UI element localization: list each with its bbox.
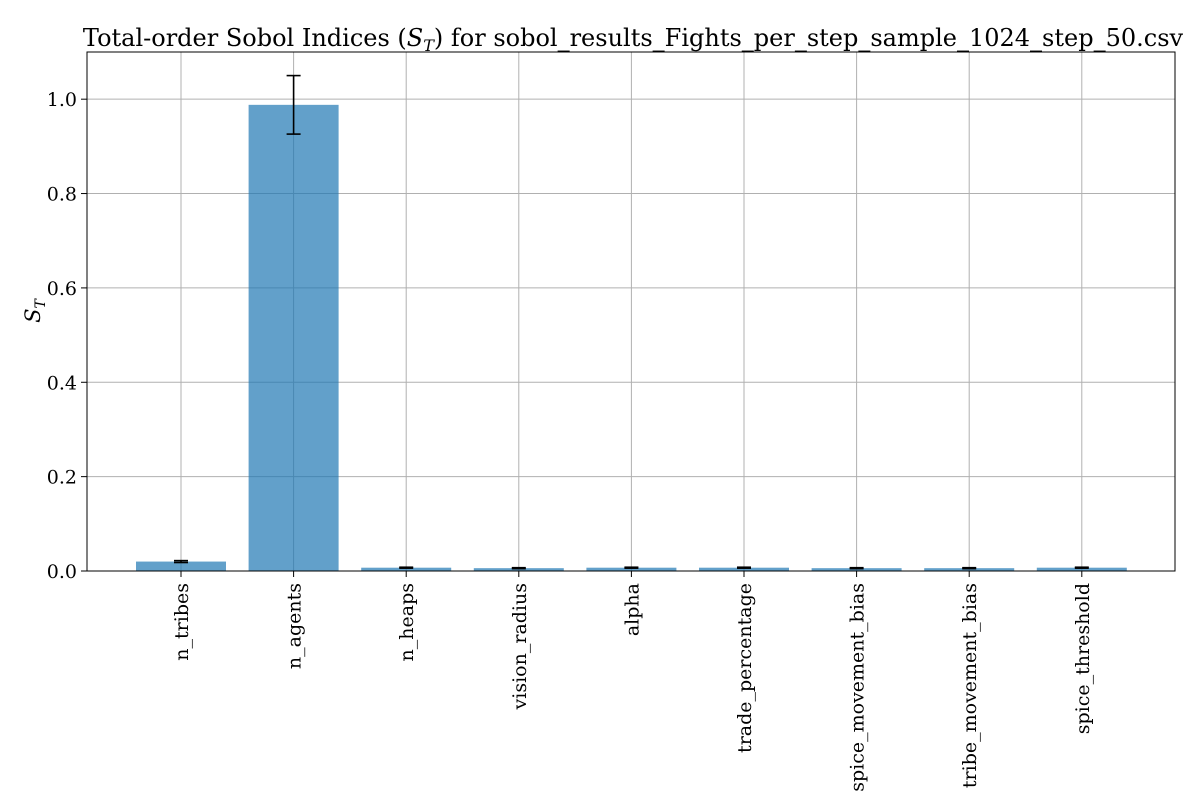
x-tick-label: n_agents (284, 583, 306, 669)
chart-title: Total-order Sobol Indices (ST) for sobol… (83, 24, 1184, 55)
y-axis-label: ST (21, 297, 49, 322)
y-axis-label-symbol: S (21, 308, 45, 322)
x-tick-label: alpha (621, 583, 643, 636)
chart-title-subscript: T (423, 36, 435, 55)
bar-vision_radius (473, 568, 564, 571)
x-axis: n_tribes n_agents n_heaps vision_radius alph… (171, 571, 1094, 792)
bar-n_tribes (136, 561, 226, 571)
bar-trade_percentage (699, 567, 789, 571)
bar-alpha (586, 567, 677, 571)
chart-title-symbol: S (407, 24, 423, 52)
x-tick-label: n_heaps (396, 583, 418, 661)
chart-title-prefix: Total-order Sobol Indices ( (83, 24, 407, 52)
y-tick-label: 0.6 (47, 278, 77, 300)
error-bars (174, 74, 1089, 570)
y-tick-label: 1.0 (47, 89, 77, 111)
y-tick-label: 0.0 (47, 561, 77, 583)
x-tick-label: n_tribes (171, 583, 193, 661)
bar-spice_threshold (1036, 567, 1127, 571)
x-tick-label: tribe_movement_bias (959, 583, 981, 788)
x-tick-label: spice_threshold (1072, 583, 1094, 734)
bar-n_agents (248, 104, 339, 572)
x-tick-label: trade_percentage (734, 583, 756, 753)
y-axis: 0.0 0.2 0.4 0.6 0.8 1.0 (47, 89, 87, 583)
bars (136, 104, 1127, 572)
bar-n_heaps (361, 567, 452, 571)
y-axis-label-subscript: T (33, 297, 49, 308)
bar-spice_movement_bias (811, 568, 902, 571)
y-tick-label: 0.8 (47, 184, 77, 206)
y-tick-label: 0.2 (47, 467, 77, 489)
x-tick-label: vision_radius (509, 583, 531, 710)
x-tick-label: spice_movement_bias (847, 583, 869, 792)
bar-tribe_movement_bias (924, 568, 1015, 571)
chart-title-suffix: ) for sobol_results_Fights_per_step_samp… (434, 24, 1184, 52)
y-tick-label: 0.4 (47, 372, 77, 394)
